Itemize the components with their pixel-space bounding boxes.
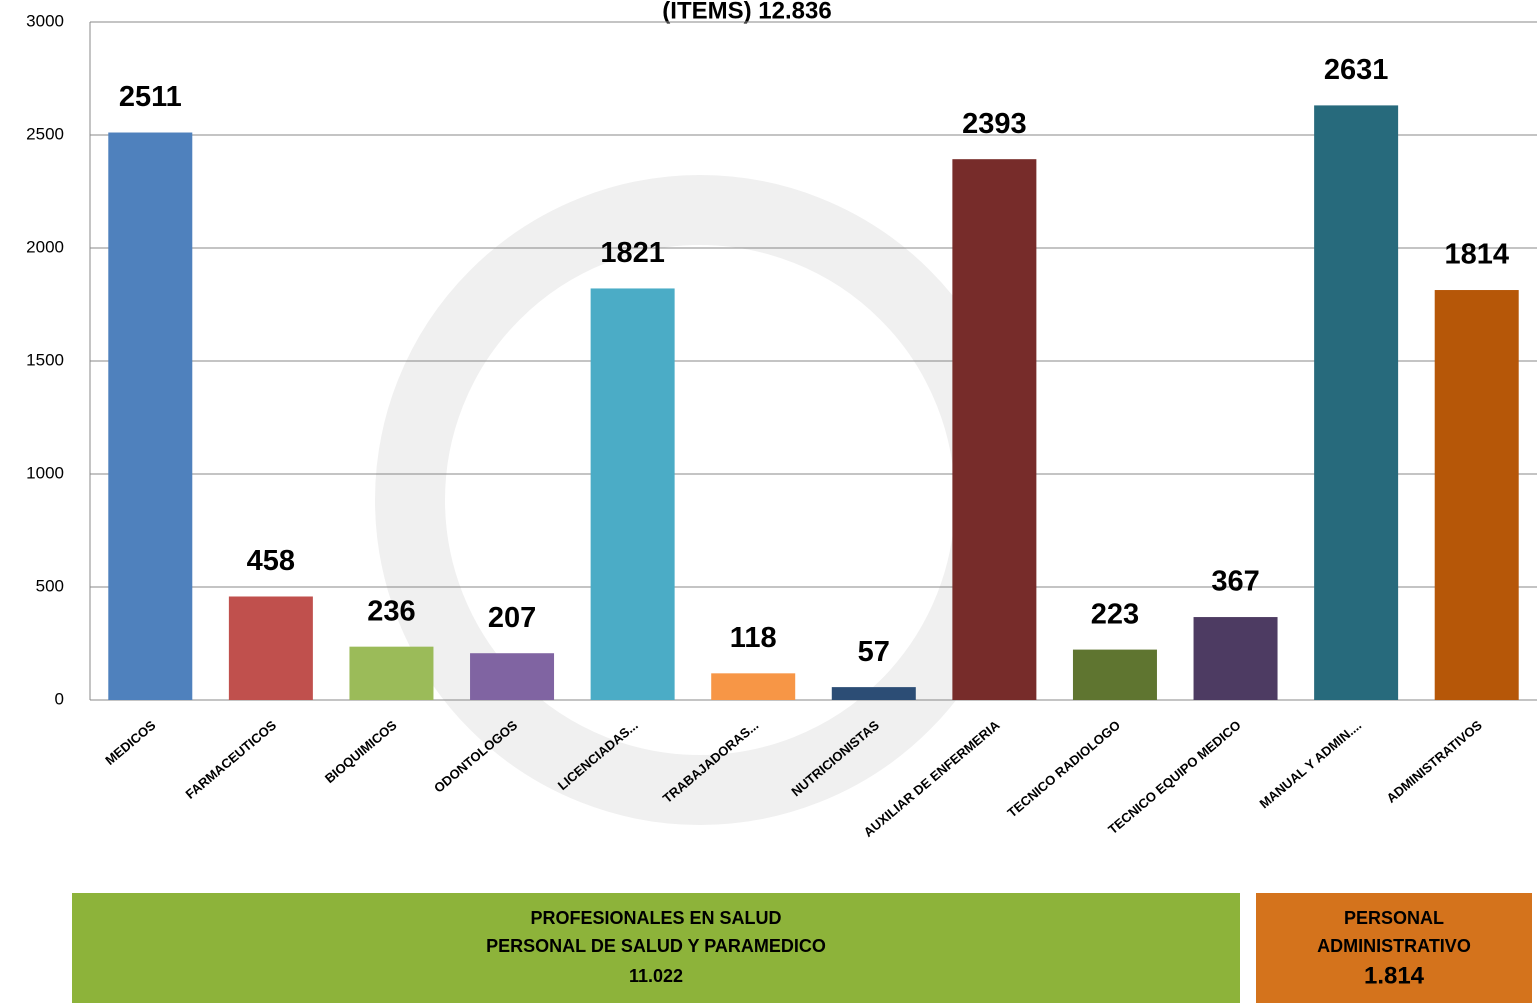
bar: [1314, 105, 1399, 701]
bar: [952, 159, 1037, 700]
x-tick-label: TECNICO RADIOLOGO: [1004, 717, 1123, 820]
value-label: 1821: [600, 237, 665, 269]
chart-title: (ITEMS) 12.836: [662, 0, 831, 24]
value-label: 367: [1211, 566, 1259, 598]
x-tick-label: BIOQUIMICOS: [322, 717, 400, 786]
watermark: [375, 175, 1025, 825]
x-tick-label: MANUAL Y ADMIN....: [1256, 717, 1364, 811]
bar: [1434, 290, 1519, 700]
group-box: [1256, 893, 1532, 1003]
x-tick-label: FARMACEUTICOS: [183, 717, 280, 802]
bar: [108, 132, 193, 700]
group-label: PERSONAL DE SALUD Y PARAMEDICO: [486, 936, 826, 956]
value-label: 2393: [962, 108, 1027, 140]
group-label: ADMINISTRATIVO: [1317, 936, 1471, 956]
bar: [831, 687, 916, 700]
y-tick-label: 3000: [26, 11, 64, 30]
value-label: 118: [730, 622, 777, 654]
bar: [470, 653, 555, 700]
bar: [1072, 649, 1157, 700]
bar: [349, 646, 434, 700]
group-label: PROFESIONALES EN SALUD: [530, 908, 781, 928]
y-tick-label: 1000: [26, 463, 64, 482]
bar: [711, 673, 796, 700]
bar: [1193, 617, 1278, 700]
group-total: 1.814: [1364, 962, 1425, 989]
y-tick-label: 1500: [26, 350, 64, 369]
bar: [590, 288, 675, 700]
value-label: 2631: [1324, 54, 1389, 86]
value-label: 2511: [119, 81, 182, 113]
group-total: 11.022: [629, 966, 683, 986]
y-tick-label: 2500: [26, 124, 64, 143]
y-tick-label: 500: [36, 576, 64, 595]
x-tick-label: TECNICO EQUIPO MEDICO: [1105, 717, 1244, 837]
x-tick-label: ADMINISTRATIVOS: [1384, 717, 1486, 806]
bar: [228, 596, 313, 700]
group-label: PERSONAL: [1344, 908, 1444, 928]
value-label: 1814: [1444, 239, 1509, 271]
group-box: [72, 893, 1240, 1003]
value-label: 223: [1091, 598, 1139, 630]
value-label: 57: [858, 636, 890, 668]
value-label: 236: [367, 595, 415, 627]
y-tick-label: 2000: [26, 237, 64, 256]
value-label: 207: [488, 602, 536, 634]
value-label: 458: [247, 545, 295, 577]
y-tick-label: 0: [55, 689, 64, 708]
x-tick-label: MEDICOS: [102, 717, 158, 768]
